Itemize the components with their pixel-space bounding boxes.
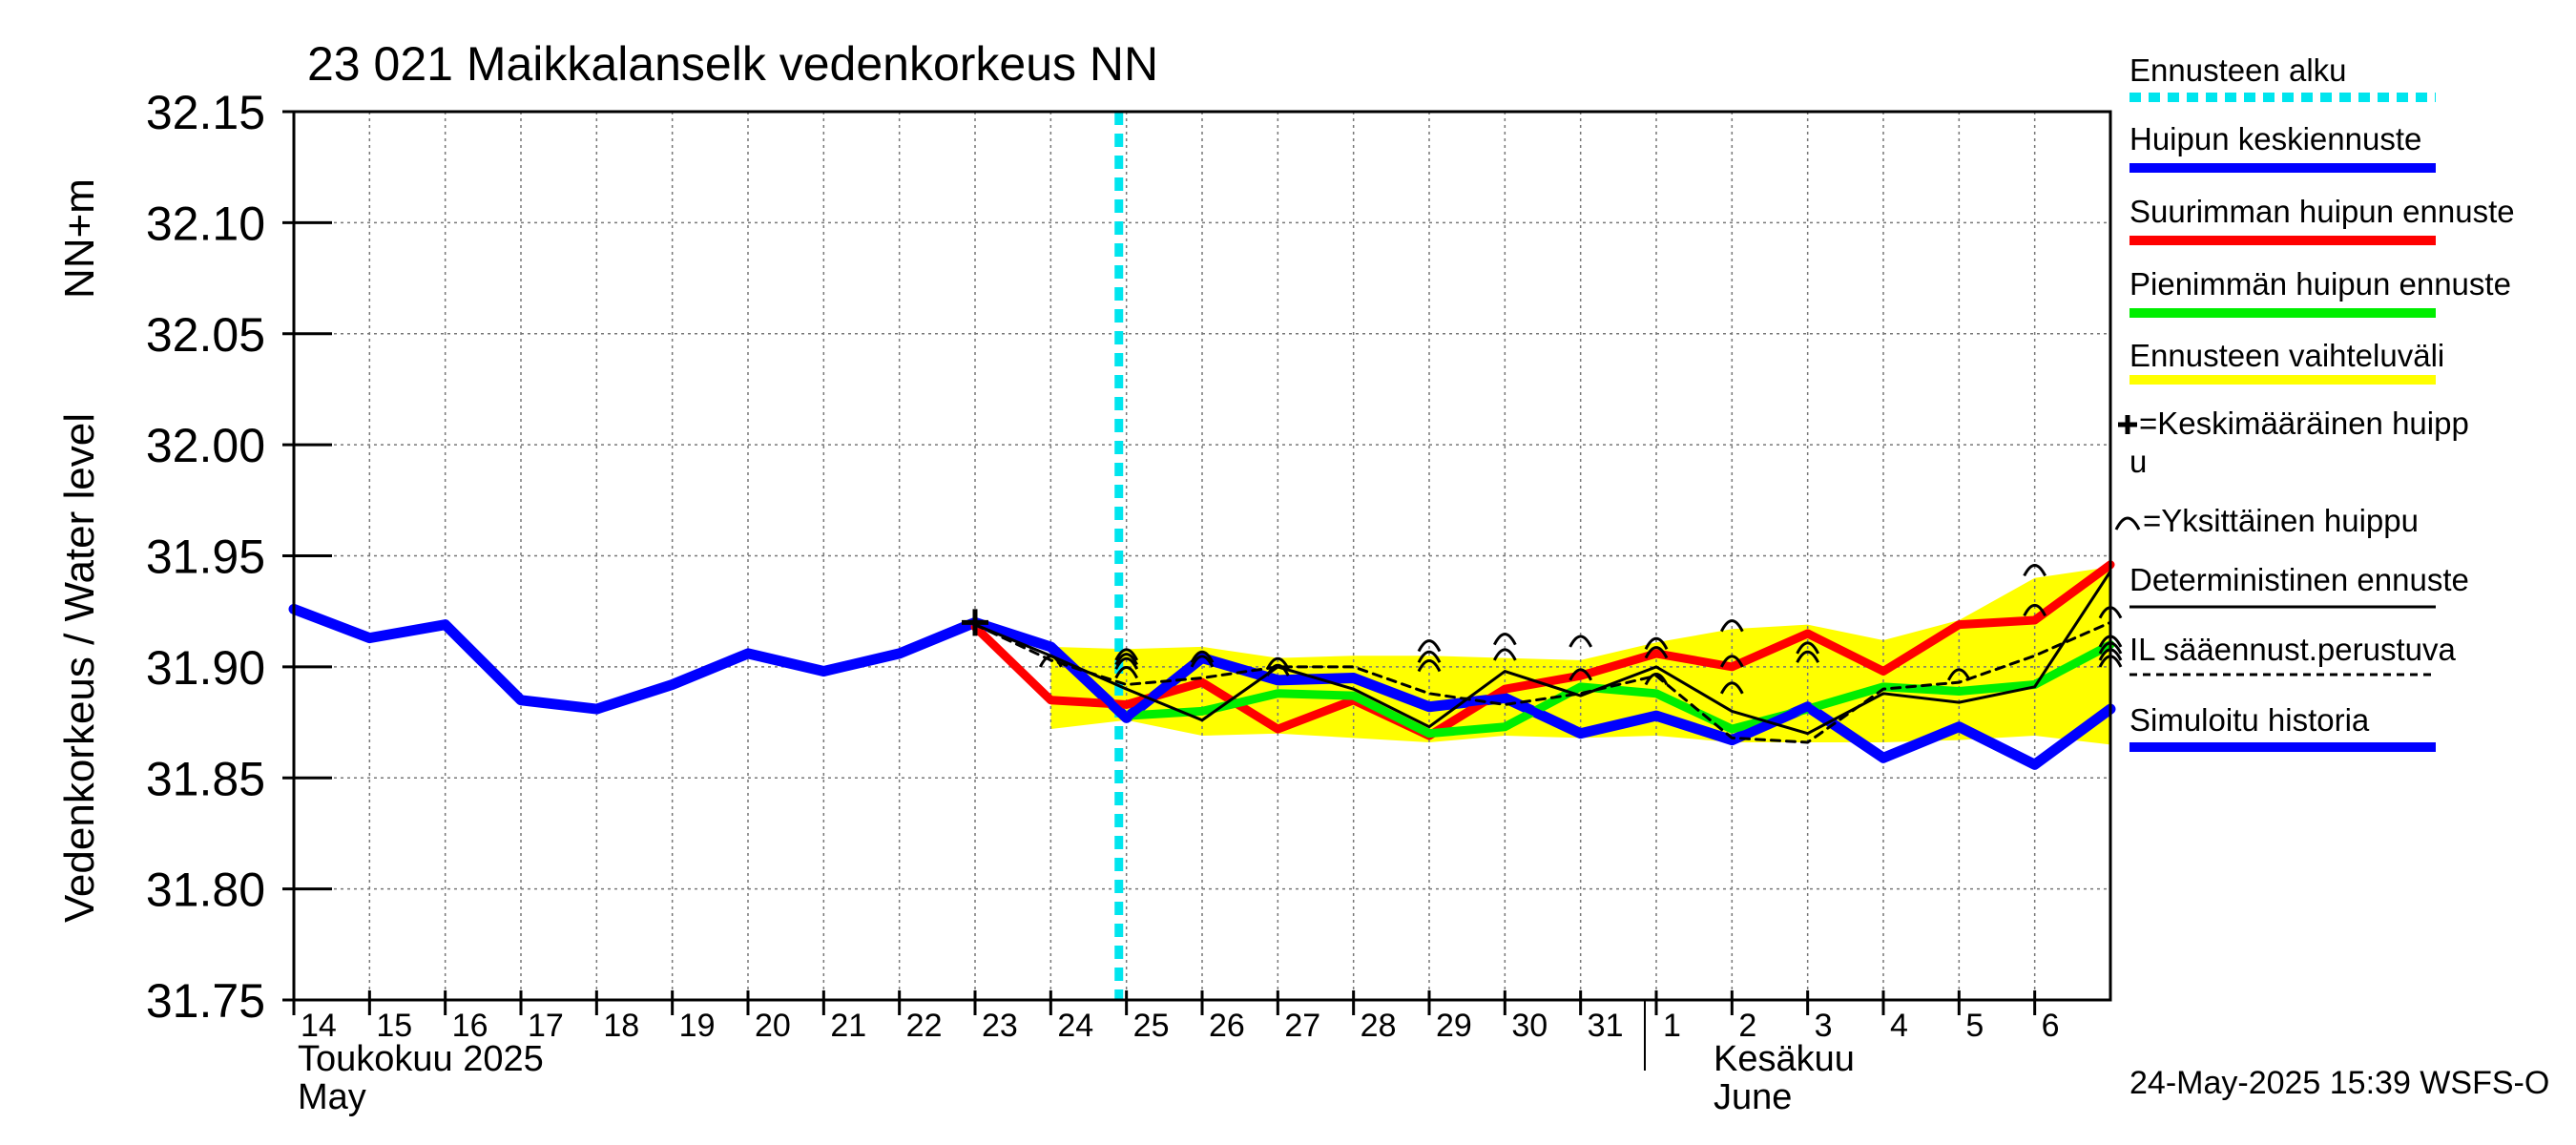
legend-label-wrap: u <box>2129 444 2147 479</box>
single-peak-marker <box>1265 663 1290 677</box>
legend-label: Huipun keskiennuste <box>2129 121 2421 156</box>
series-huipun-keskiennuste <box>970 617 2115 769</box>
single-peak-marker <box>1492 633 1517 646</box>
x-tick-label: 30 <box>1511 1008 1548 1044</box>
single-peak-marker <box>1265 656 1290 670</box>
legend-label: IL sääennust.perustuva <box>2129 632 2456 667</box>
single-peak-marker <box>1190 650 1215 663</box>
single-peak-marker <box>1719 619 1744 633</box>
y-tick-label: 31.90 <box>146 641 265 695</box>
single-peak-marker <box>1644 646 1669 659</box>
x-tick-label: 5 <box>1965 1008 1984 1044</box>
grid <box>293 111 2110 1001</box>
single-peak-marker <box>1796 641 1820 655</box>
legend-label: Simuloitu historia <box>2129 702 2370 738</box>
legend-label: =Keskimääräinen huipp <box>2139 406 2469 441</box>
x-tick-label: 2 <box>1738 1008 1756 1044</box>
series-group <box>288 112 2116 1000</box>
single-peak-marker <box>2023 603 2047 617</box>
x-tick-label: 29 <box>1436 1008 1472 1044</box>
x-tick-label: 15 <box>376 1008 412 1044</box>
single-peak-marker <box>1038 655 1063 668</box>
single-peak-marker <box>1190 655 1215 668</box>
single-peak-marker <box>1719 655 1744 668</box>
legend-label: Deterministinen ennuste <box>2129 562 2469 597</box>
x-tick-label: 28 <box>1361 1008 1397 1044</box>
single-peak-marker <box>1417 659 1442 673</box>
x-tick-label: 14 <box>301 1008 337 1044</box>
x-tick-label: 20 <box>755 1008 791 1044</box>
single-peak-marker <box>1114 666 1139 679</box>
legend-label: Suurimman huipun ennuste <box>2129 194 2515 229</box>
single-peak-marker <box>1114 656 1139 670</box>
x-tick-label: 17 <box>528 1008 564 1044</box>
single-peak-marker <box>1492 648 1517 661</box>
month-label-english: June <box>1714 1077 1792 1117</box>
legend-label: =Yksittäinen huippu <box>2143 503 2419 538</box>
x-tick-label: 18 <box>603 1008 639 1044</box>
single-peak-marker <box>1796 650 1820 663</box>
mean-peak-marker <box>962 609 988 636</box>
series-il-s-ennust-perustuva <box>973 620 2112 744</box>
single-peak-marker <box>1114 648 1139 661</box>
x-tick-label: 6 <box>2042 1008 2060 1044</box>
footer-timestamp: 24-May-2025 15:39 WSFS-O <box>2129 1065 2549 1101</box>
single-peak-marker <box>1719 681 1744 695</box>
y-tick-label: 32.05 <box>146 308 265 362</box>
month-label-english: May <box>298 1077 366 1117</box>
y-axis-label: Vedenkorkeus / Water level <box>56 413 103 923</box>
axes: 31.75 31.80 31.85 31.90 31.95 32.00 32.05 32.10… <box>146 86 2112 1117</box>
series-pienimm-n-huipun-ennuste <box>1122 640 2115 739</box>
x-tick-label: 24 <box>1057 1008 1093 1044</box>
month-label: Toukokuu 2025 <box>298 1039 544 1079</box>
x-tick-label: 25 <box>1133 1008 1170 1044</box>
x-tick-label: 27 <box>1284 1008 1320 1044</box>
single-peak-marker <box>1946 668 1971 681</box>
x-tick-label: 21 <box>830 1008 866 1044</box>
single-peak-marker <box>1644 636 1669 650</box>
series-deterministinen-ennuste <box>973 570 2112 736</box>
single-peak-marker <box>1417 650 1442 663</box>
chart-title: 23 021 Maikkalanselk vedenkorkeus NN <box>307 37 1158 91</box>
single-peak-marker <box>1644 673 1669 686</box>
y-tick-label: 32.15 <box>146 86 265 139</box>
legend-mean-peak-symbol <box>2118 415 2137 434</box>
x-tick-label: 3 <box>1815 1008 1833 1044</box>
legend-label: Pienimmän huipun ennuste <box>2129 266 2511 302</box>
single-peak-marker <box>1114 653 1139 666</box>
single-peak-marker <box>2023 564 2047 577</box>
x-tick-label: 19 <box>679 1008 716 1044</box>
legend-label: Ennusteen alku <box>2129 52 2347 88</box>
y-tick-label: 32.10 <box>146 197 265 250</box>
legend-single-peak-symbol <box>2114 516 2141 531</box>
x-tick-label: 26 <box>1209 1008 1245 1044</box>
legend-label: Ennusteen vaihteluväli <box>2129 338 2444 373</box>
x-tick-label: 23 <box>982 1008 1018 1044</box>
x-tick-label: 1 <box>1663 1008 1681 1044</box>
y-tick-label: 31.80 <box>146 864 265 917</box>
y-tick-label: 32.00 <box>146 419 265 472</box>
x-tick-label: 16 <box>452 1008 488 1044</box>
single-peak-marker <box>1568 635 1593 648</box>
legend: Ennusteen alku Huipun keskiennuste Suurimm… <box>2114 52 2515 752</box>
single-peak-marker <box>1417 639 1442 653</box>
y-tick-label: 31.95 <box>146 531 265 584</box>
month-label: Kesäkuu <box>1714 1039 1855 1079</box>
y-axis-unit: NN+m <box>56 178 103 299</box>
y-tick-label: 31.85 <box>146 752 265 805</box>
x-tick-label: 31 <box>1588 1008 1624 1044</box>
x-tick-label: 22 <box>906 1008 943 1044</box>
single-peak-marker <box>1568 668 1593 681</box>
x-tick-label: 4 <box>1890 1008 1908 1044</box>
y-tick-label: 31.75 <box>146 974 265 1028</box>
